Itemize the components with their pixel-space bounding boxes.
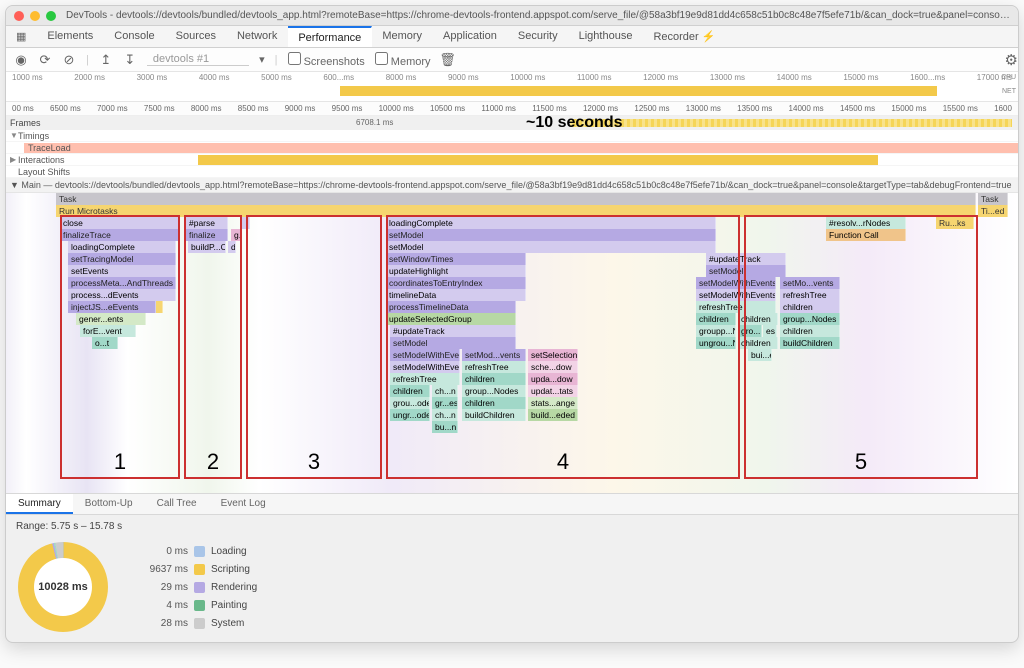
flame-entry[interactable]: Ti...ed <box>978 205 1008 217</box>
trash-icon[interactable]: 🗑 <box>441 53 455 67</box>
profile-select[interactable]: devtools #1 <box>147 53 249 66</box>
detail-tab-call-tree[interactable]: Call Tree <box>145 494 209 514</box>
main-thread-header[interactable]: ▼ Main — devtools://devtools/bundled/dev… <box>6 178 1018 193</box>
detail-tab-event-log[interactable]: Event Log <box>209 494 278 514</box>
region-annotation-4: 4 <box>386 215 740 479</box>
settings-gear-icon[interactable]: ⚙ <box>1005 51 1018 69</box>
region-annotation-5: 5 <box>744 215 978 479</box>
tab-memory[interactable]: Memory <box>372 26 433 47</box>
tab-performance[interactable]: Performance <box>288 26 372 47</box>
region-annotation-1: 1 <box>60 215 180 479</box>
summary-legend: 0 msLoading9637 msScripting29 msRenderin… <box>138 542 257 632</box>
tab-sources[interactable]: Sources <box>166 26 227 47</box>
region-annotation-2: 2 <box>184 215 242 479</box>
minimize-icon[interactable] <box>30 11 40 21</box>
detail-tab-summary[interactable]: Summary <box>6 494 73 514</box>
tab-application[interactable]: Application <box>433 26 508 47</box>
layout-shifts-track[interactable]: Layout Shifts <box>6 166 1018 178</box>
tab-network[interactable]: Network <box>227 26 288 47</box>
window-title: DevTools - devtools://devtools/bundled/d… <box>66 10 1010 21</box>
maximize-icon[interactable] <box>46 11 56 21</box>
perf-toolbar: ◉ ⟳ ⊘ | ↥ ↧ devtools #1▾ | Screenshots M… <box>6 48 1018 72</box>
upload-icon[interactable]: ↥ <box>99 53 113 67</box>
range-text: Range: 5.75 s – 15.78 s <box>6 515 1018 538</box>
flame-chart[interactable]: TaskTaskRun MicrotasksTi...edclose#parse… <box>6 193 1018 493</box>
frames-track[interactable]: Frames <box>6 116 1018 130</box>
time-annotation: ~10 seconds <box>526 114 623 132</box>
tab-lighthouse[interactable]: Lighthouse <box>569 26 644 47</box>
window-titlebar: DevTools - devtools://devtools/bundled/d… <box>6 6 1018 26</box>
download-icon[interactable]: ↧ <box>123 53 137 67</box>
legend-item: 9637 msScripting <box>138 560 257 578</box>
traceload-track[interactable]: TraceLoad <box>6 142 1018 154</box>
legend-item: 4 msPainting <box>138 596 257 614</box>
screenshots-checkbox[interactable]: Screenshots <box>288 52 365 68</box>
legend-item: 0 msLoading <box>138 542 257 560</box>
timings-track[interactable]: ▼Timings <box>6 130 1018 142</box>
overview-timeline[interactable]: 1000 ms2000 ms3000 ms4000 ms5000 ms600..… <box>6 72 1018 102</box>
flame-entry[interactable]: Task <box>978 193 1008 205</box>
tab-console[interactable]: Console <box>104 26 165 47</box>
inspect-icon[interactable]: ▦ <box>6 26 37 47</box>
detail-tabs: SummaryBottom-UpCall TreeEvent Log <box>6 493 1018 515</box>
reload-icon[interactable]: ⟳ <box>38 53 52 67</box>
tab-recorder ⚡[interactable]: Recorder ⚡ <box>643 26 726 47</box>
clear-icon[interactable]: ⊘ <box>62 53 76 67</box>
interactions-track[interactable]: ▶Interactions <box>6 154 1018 166</box>
close-icon[interactable] <box>14 11 24 21</box>
memory-checkbox[interactable]: Memory <box>375 52 431 68</box>
flame-entry[interactable]: Task <box>56 193 976 205</box>
summary-donut: 10028 ms <box>18 542 108 632</box>
devtools-window: DevTools - devtools://devtools/bundled/d… <box>5 5 1019 643</box>
ruler-marker: 6708.1 ms <box>356 118 393 127</box>
tab-security[interactable]: Security <box>508 26 569 47</box>
region-annotation-3: 3 <box>246 215 382 479</box>
tab-elements[interactable]: Elements <box>37 26 104 47</box>
legend-item: 28 msSystem <box>138 614 257 632</box>
record-icon[interactable]: ◉ <box>14 53 28 67</box>
time-ruler[interactable]: 00 ms6500 ms7000 ms7500 ms8000 ms8500 ms… <box>6 102 1018 116</box>
legend-item: 29 msRendering <box>138 578 257 596</box>
detail-tab-bottom-up[interactable]: Bottom-Up <box>73 494 145 514</box>
panel-tabs: ▦ ElementsConsoleSourcesNetworkPerforman… <box>6 26 1018 48</box>
